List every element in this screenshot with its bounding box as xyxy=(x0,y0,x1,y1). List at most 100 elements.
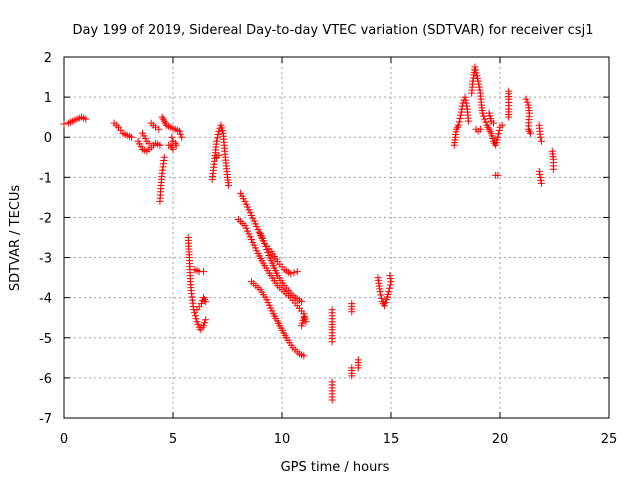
data-point xyxy=(200,268,208,276)
data-point xyxy=(476,86,484,94)
data-point xyxy=(348,308,356,316)
data-point xyxy=(505,113,513,121)
data-point xyxy=(377,291,385,299)
data-point xyxy=(494,133,502,141)
data-point xyxy=(387,278,395,286)
data-point xyxy=(191,312,199,320)
y-tick-label: -1 xyxy=(39,171,52,186)
data-point xyxy=(215,127,223,135)
y-tick-label: 2 xyxy=(44,51,52,66)
data-point xyxy=(197,300,205,308)
x-tick-label: 10 xyxy=(274,432,291,447)
data-point xyxy=(462,99,470,107)
data-point xyxy=(523,98,531,106)
data-point xyxy=(475,80,483,88)
data-point xyxy=(202,316,210,324)
data-point xyxy=(536,133,544,141)
data-point xyxy=(382,299,390,307)
data-point xyxy=(156,141,164,149)
data-point xyxy=(498,121,506,129)
data-point xyxy=(225,181,233,189)
data-point xyxy=(348,372,356,380)
chart-title: Day 199 of 2019, Sidereal Day-to-day VTE… xyxy=(73,23,594,38)
data-point xyxy=(261,240,269,248)
data-point xyxy=(302,318,310,326)
data-point xyxy=(527,129,535,137)
data-point xyxy=(214,131,222,139)
data-point xyxy=(471,63,479,71)
data-point xyxy=(476,125,484,133)
data-point xyxy=(457,111,465,119)
y-tick-label: -6 xyxy=(39,372,52,387)
y-tick-label: 1 xyxy=(44,91,52,106)
data-point xyxy=(385,288,393,296)
data-point xyxy=(287,270,295,278)
grid-lines xyxy=(64,57,609,418)
data-point xyxy=(481,115,489,123)
data-point xyxy=(298,298,306,306)
data-point xyxy=(177,130,185,138)
data-point xyxy=(264,249,272,257)
x-tick-label: 25 xyxy=(601,432,618,447)
data-point xyxy=(386,275,394,283)
data-point xyxy=(480,112,488,120)
data-point xyxy=(457,108,465,116)
data-point xyxy=(489,119,497,127)
data-point xyxy=(213,134,221,142)
data-point xyxy=(165,141,173,149)
x-axis-label: GPS time / hours xyxy=(281,460,390,475)
data-point xyxy=(463,102,471,110)
data-point xyxy=(192,315,200,323)
data-point xyxy=(145,139,153,147)
data-point xyxy=(536,170,544,178)
data-point xyxy=(263,246,271,254)
data-point xyxy=(535,167,543,175)
data-point xyxy=(455,121,463,129)
x-tick-label: 5 xyxy=(169,432,177,447)
data-point xyxy=(537,179,545,187)
data-point xyxy=(155,125,163,133)
y-tick-label: -3 xyxy=(39,252,52,267)
tick-labels: 0 5 10 15 20 25 -7 -6 -5 -4 -3 -2 -1 0 1 2 xyxy=(39,51,617,447)
data-point xyxy=(168,133,176,141)
data-point xyxy=(202,298,210,306)
data-point xyxy=(537,176,545,184)
data-point xyxy=(290,269,298,277)
data-point xyxy=(461,93,469,101)
data-point xyxy=(479,109,487,117)
data-point xyxy=(82,115,90,123)
data-point xyxy=(354,364,362,372)
data-point xyxy=(300,352,308,360)
data-points xyxy=(60,63,557,404)
data-point xyxy=(494,171,502,179)
data-point xyxy=(536,173,544,181)
x-tick-label: 15 xyxy=(383,432,400,447)
data-point xyxy=(293,268,301,276)
y-tick-label: -5 xyxy=(39,332,52,347)
data-point xyxy=(328,396,336,404)
data-point xyxy=(128,133,136,141)
data-point xyxy=(380,302,388,310)
data-point xyxy=(522,95,530,103)
x-tick-label: 20 xyxy=(492,432,509,447)
data-point xyxy=(60,120,68,128)
data-point xyxy=(328,338,336,346)
data-point xyxy=(549,165,557,173)
data-point xyxy=(262,243,270,251)
axis-ticks xyxy=(63,56,610,419)
data-point xyxy=(200,322,208,330)
data-point xyxy=(300,314,308,322)
data-point xyxy=(201,319,209,327)
data-point xyxy=(386,272,394,280)
y-tick-label: -7 xyxy=(39,412,52,427)
data-point xyxy=(215,151,223,159)
data-point xyxy=(213,137,221,145)
data-point xyxy=(386,284,394,292)
data-point xyxy=(386,281,394,289)
y-axis-label: SDTVAR / TECUs xyxy=(8,185,23,292)
data-point xyxy=(495,130,503,138)
data-point xyxy=(537,137,545,145)
data-point xyxy=(474,77,482,85)
data-point xyxy=(376,288,384,296)
data-point xyxy=(455,118,463,126)
